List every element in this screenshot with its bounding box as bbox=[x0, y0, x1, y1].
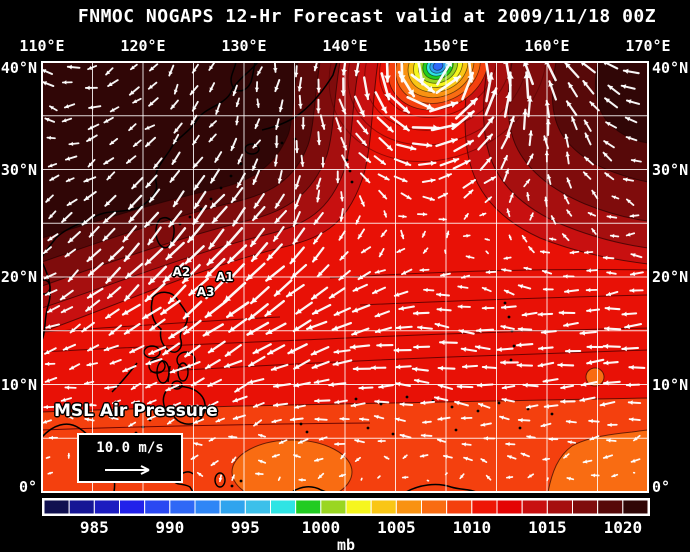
wind-scale-box: 10.0 m/s bbox=[77, 433, 183, 483]
lat-axis-label-right: 40°N bbox=[652, 59, 689, 77]
storm-marker-label: A1 bbox=[215, 270, 234, 284]
lon-axis-label: 120°E bbox=[120, 37, 166, 55]
wind-scale-arrow-icon bbox=[105, 465, 150, 475]
lat-axis-label-right: 30°N bbox=[652, 160, 689, 179]
lon-axis-label: 140°E bbox=[322, 37, 368, 55]
lat-axis-label-left: 10°N bbox=[0, 375, 37, 394]
lat-axis-label-left: 20°N bbox=[0, 268, 37, 286]
lat-axis-label-right: 0° bbox=[652, 478, 671, 496]
lat-axis-label-right: 20°N bbox=[652, 268, 689, 286]
colorbar-tick-label: 1020 bbox=[603, 518, 643, 537]
colorbar-tick-label: 1015 bbox=[528, 518, 567, 537]
lat-axis-label-left: 30°N bbox=[0, 160, 37, 179]
lon-axis-label: 150°E bbox=[423, 37, 469, 55]
coastline bbox=[42, 62, 259, 259]
storm-marker-label: A2 bbox=[172, 264, 191, 279]
colorbar-tick-label: 985 bbox=[79, 518, 109, 537]
colorbar bbox=[42, 498, 650, 516]
lat-axis-label-left: 0° bbox=[18, 478, 37, 496]
field-label: MSL Air Pressure bbox=[54, 401, 218, 421]
coastline bbox=[150, 291, 189, 353]
wind-scale-label: 10.0 m/s bbox=[96, 440, 164, 456]
colorbar-unit: mb bbox=[336, 536, 356, 552]
lat-axis-label-right: 10°N bbox=[652, 375, 689, 394]
lon-axis-label: 130°E bbox=[221, 37, 267, 55]
coastline bbox=[230, 62, 256, 92]
colorbar-tick-label: 990 bbox=[155, 518, 185, 537]
map-frame bbox=[41, 61, 649, 493]
wind-vectors bbox=[42, 62, 646, 483]
lon-axis-label: 160°E bbox=[524, 37, 570, 55]
lon-axis-label: 170°E bbox=[625, 37, 671, 55]
lat-axis-label-left: 40°N bbox=[0, 59, 37, 77]
colorbar-tick-label: 1005 bbox=[377, 518, 416, 537]
coastline bbox=[261, 62, 338, 131]
colorbar-tick-label: 1000 bbox=[301, 518, 341, 537]
coastline bbox=[405, 483, 477, 492]
coastline bbox=[42, 261, 51, 341]
page-title: FNMOC NOGAPS 12-Hr Forecast valid at 200… bbox=[77, 6, 657, 27]
map-field bbox=[42, 62, 648, 492]
storm-marker-label: A3 bbox=[196, 285, 215, 300]
colorbar-tick-label: 995 bbox=[230, 518, 260, 537]
lon-axis-label: 110°E bbox=[19, 37, 65, 55]
colorbar-tick-label: 1010 bbox=[452, 518, 492, 537]
